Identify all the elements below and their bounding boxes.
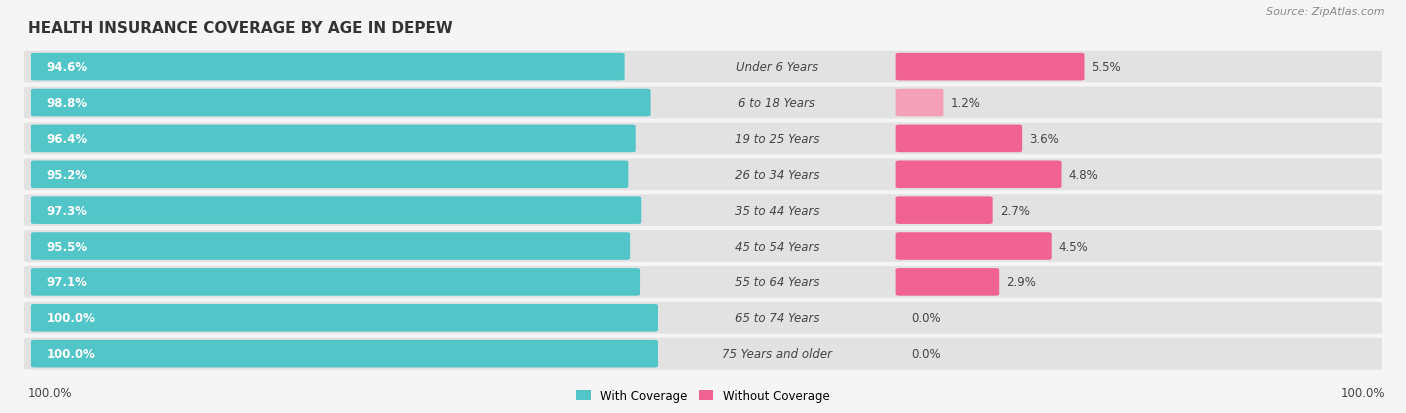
FancyBboxPatch shape xyxy=(24,52,1382,83)
FancyBboxPatch shape xyxy=(896,125,1022,153)
Text: 0.0%: 0.0% xyxy=(911,347,941,360)
Text: 4.8%: 4.8% xyxy=(1069,169,1098,181)
Text: 65 to 74 Years: 65 to 74 Years xyxy=(734,311,820,325)
Legend: With Coverage, Without Coverage: With Coverage, Without Coverage xyxy=(572,385,834,407)
Text: 97.3%: 97.3% xyxy=(46,204,87,217)
Text: 6 to 18 Years: 6 to 18 Years xyxy=(738,97,815,110)
Text: 95.2%: 95.2% xyxy=(46,169,87,181)
Text: 19 to 25 Years: 19 to 25 Years xyxy=(734,133,820,145)
Text: 2.9%: 2.9% xyxy=(1007,276,1036,289)
FancyBboxPatch shape xyxy=(31,161,628,189)
FancyBboxPatch shape xyxy=(31,54,624,81)
Text: 100.0%: 100.0% xyxy=(28,386,73,399)
Text: 100.0%: 100.0% xyxy=(46,311,96,325)
Text: 95.5%: 95.5% xyxy=(46,240,87,253)
Text: 3.6%: 3.6% xyxy=(1029,133,1059,145)
Text: Under 6 Years: Under 6 Years xyxy=(735,61,818,74)
Text: 100.0%: 100.0% xyxy=(46,347,96,360)
FancyBboxPatch shape xyxy=(31,340,658,368)
Text: 75 Years and older: 75 Years and older xyxy=(721,347,832,360)
Text: 0.0%: 0.0% xyxy=(911,311,941,325)
Text: HEALTH INSURANCE COVERAGE BY AGE IN DEPEW: HEALTH INSURANCE COVERAGE BY AGE IN DEPE… xyxy=(28,21,453,36)
Text: Source: ZipAtlas.com: Source: ZipAtlas.com xyxy=(1267,7,1385,17)
FancyBboxPatch shape xyxy=(896,233,1052,260)
Text: 26 to 34 Years: 26 to 34 Years xyxy=(734,169,820,181)
Text: 98.8%: 98.8% xyxy=(46,97,87,110)
FancyBboxPatch shape xyxy=(896,197,993,224)
Text: 1.2%: 1.2% xyxy=(950,97,980,110)
Text: 2.7%: 2.7% xyxy=(1000,204,1029,217)
FancyBboxPatch shape xyxy=(24,302,1382,334)
FancyBboxPatch shape xyxy=(24,338,1382,370)
FancyBboxPatch shape xyxy=(31,125,636,153)
Text: 97.1%: 97.1% xyxy=(46,276,87,289)
FancyBboxPatch shape xyxy=(896,268,1000,296)
FancyBboxPatch shape xyxy=(24,159,1382,191)
Text: 4.5%: 4.5% xyxy=(1059,240,1088,253)
Text: 5.5%: 5.5% xyxy=(1091,61,1121,74)
FancyBboxPatch shape xyxy=(31,197,641,224)
FancyBboxPatch shape xyxy=(24,266,1382,298)
FancyBboxPatch shape xyxy=(24,123,1382,155)
FancyBboxPatch shape xyxy=(896,161,1062,189)
Text: 35 to 44 Years: 35 to 44 Years xyxy=(734,204,820,217)
FancyBboxPatch shape xyxy=(896,90,943,117)
FancyBboxPatch shape xyxy=(896,54,1084,81)
FancyBboxPatch shape xyxy=(31,233,630,260)
Text: 96.4%: 96.4% xyxy=(46,133,87,145)
Text: 100.0%: 100.0% xyxy=(1340,386,1385,399)
FancyBboxPatch shape xyxy=(31,304,658,332)
Text: 45 to 54 Years: 45 to 54 Years xyxy=(734,240,820,253)
FancyBboxPatch shape xyxy=(24,88,1382,119)
Text: 94.6%: 94.6% xyxy=(46,61,87,74)
FancyBboxPatch shape xyxy=(31,90,651,117)
FancyBboxPatch shape xyxy=(24,195,1382,226)
FancyBboxPatch shape xyxy=(24,230,1382,262)
FancyBboxPatch shape xyxy=(31,268,640,296)
Text: 55 to 64 Years: 55 to 64 Years xyxy=(734,276,820,289)
